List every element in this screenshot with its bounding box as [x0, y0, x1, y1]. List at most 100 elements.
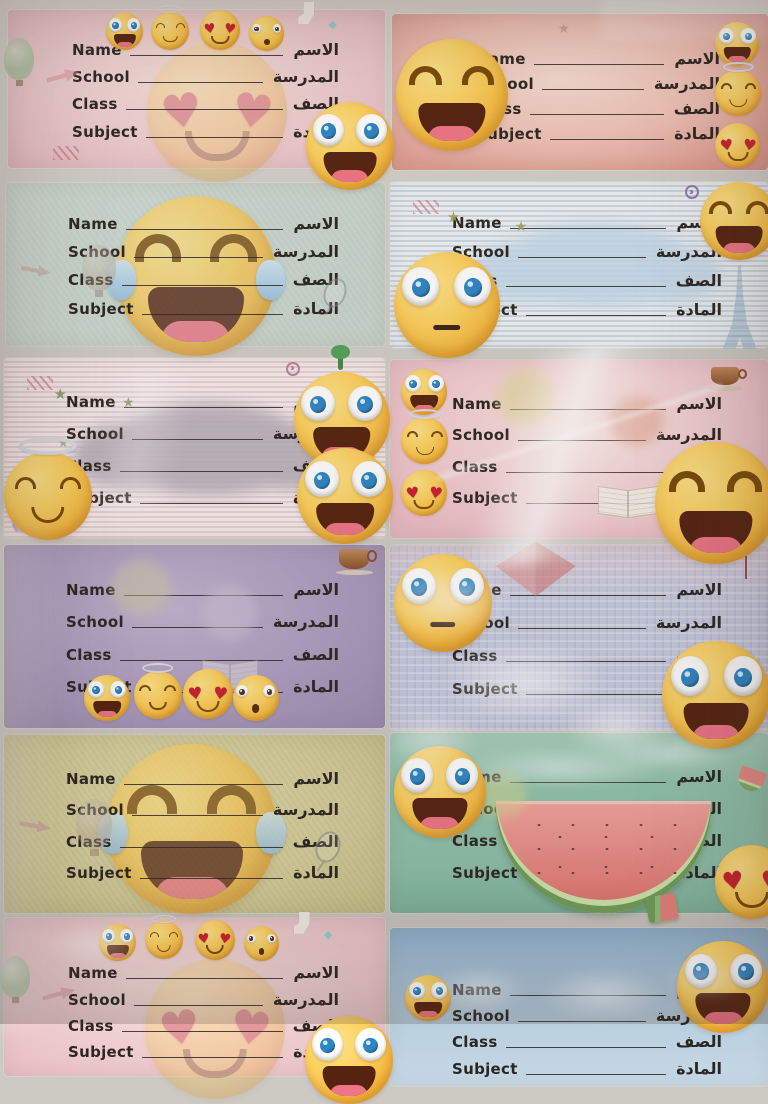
sock-charm-icon	[293, 911, 310, 934]
write-line	[509, 216, 667, 230]
field-label-en: School	[68, 990, 126, 1009]
field-label-ar: الاسم	[676, 580, 722, 599]
tongue-out-sprout-emoji	[293, 344, 390, 469]
balloon-icon	[0, 955, 31, 1004]
label-card: ★★★NameالاسمSchoolالمدرسةClassالصفSubjec…	[390, 182, 768, 358]
field-label-ar: المدرسة	[272, 800, 339, 820]
star-icon: ★	[446, 208, 461, 227]
field-label-ar: الاسم	[293, 39, 339, 59]
field-label-en: Class	[66, 832, 112, 851]
write-line	[123, 583, 284, 596]
write-line	[141, 1045, 284, 1059]
write-line	[129, 43, 284, 56]
field-label-ar: الاسم	[293, 213, 339, 233]
stare-emoji	[393, 554, 492, 653]
bokeh-blob	[495, 368, 556, 424]
field-label-en: Class	[452, 646, 498, 665]
field-label-ar: المادة	[676, 300, 722, 320]
field-label-ar: المدرسة	[272, 241, 339, 261]
field-label-ar: الاسم	[293, 963, 339, 983]
write-line	[517, 616, 646, 629]
field-label-en: Subject	[66, 863, 132, 882]
field-label-en: Name	[68, 214, 118, 233]
write-line	[525, 1062, 667, 1075]
swirl-icon	[684, 185, 699, 200]
write-line	[139, 491, 284, 504]
tongue-out-emoji	[297, 448, 394, 544]
diamond-icon: ◆	[324, 928, 333, 942]
hatch-icon	[412, 200, 439, 215]
field-label-ar: المدرسة	[272, 612, 339, 632]
label-card: NameالاسمSchoolالمدرسةClassالصفSubjectال…	[390, 928, 768, 1086]
write-line	[529, 102, 664, 116]
field-label-ar: المدرسة	[655, 425, 722, 445]
label-card: ♥♥NameالاسمSchoolالمدرسةClassالصفSubject…	[390, 733, 768, 924]
write-line	[133, 245, 263, 258]
field-row: School المدرسة	[68, 989, 339, 1009]
write-line	[505, 649, 666, 662]
field-row: Subject المادة	[452, 1058, 722, 1078]
field-row: Name الاسم	[68, 965, 339, 981]
field-label-en: Class	[66, 645, 112, 664]
write-line	[505, 274, 666, 288]
field-label-ar: المادة	[293, 862, 339, 882]
field-row: Subject المادة	[66, 862, 339, 882]
open-book-icon	[598, 488, 658, 516]
field-label-en: School	[452, 1006, 510, 1025]
write-line	[121, 1019, 283, 1032]
halo-emoji	[401, 408, 449, 464]
watermelon-slice-icon	[495, 801, 711, 914]
surprised-emoji	[232, 674, 279, 721]
field-label-en: Name	[72, 40, 122, 59]
heart-eyes-emoji: ♥ ♥	[715, 844, 768, 919]
field-label-ar: المادة	[676, 1058, 722, 1078]
label-card: ★★★★NameالاسمSchoolالمدرسةClassالصفSubje…	[4, 344, 394, 544]
field-label-ar: المدرسة	[272, 989, 339, 1009]
fields-group: NameالاسمSchoolالمدرسةClassالصفSubjectال…	[392, 51, 768, 141]
field-label-ar: المدرسة	[272, 66, 339, 86]
field-label-en: Name	[452, 214, 502, 233]
field-label-en: Subject	[452, 1059, 518, 1078]
star-icon: ★	[122, 394, 135, 411]
cloud-blob	[473, 221, 720, 307]
star-icon: ★	[53, 384, 67, 403]
field-label-en: Name	[452, 980, 502, 999]
field-label-en: School	[72, 67, 130, 86]
field-label-ar: الصف	[673, 99, 720, 119]
field-label-en: School	[452, 426, 510, 445]
heart-eyes-emoji: ♥ ♥	[147, 41, 288, 182]
laughing-emoji	[654, 441, 768, 564]
field-label-en: Class	[72, 95, 118, 114]
write-line	[133, 993, 263, 1006]
joy-emoji	[107, 196, 285, 357]
halo-emoji	[133, 663, 182, 720]
write-line	[131, 427, 263, 440]
label-card: ♥♥NameالاسمSchoolالمدرسةClassالصفSubject…	[4, 545, 385, 728]
hatch-icon	[53, 145, 80, 160]
heart-eyes-emoji: ♥ ♥	[715, 123, 761, 169]
write-line	[119, 459, 283, 472]
write-line	[541, 77, 644, 91]
diamond-icon: ◆	[328, 18, 337, 32]
write-line	[137, 70, 263, 83]
field-label-en: Name	[68, 964, 118, 983]
tongue-out-emoji	[305, 101, 394, 190]
field-label-en: Class	[68, 271, 114, 290]
write-line	[509, 983, 667, 996]
write-line	[525, 303, 667, 317]
field-label-ar: الاسم	[676, 767, 722, 786]
balloon-icon	[4, 38, 35, 86]
balloon-icon	[81, 244, 116, 297]
